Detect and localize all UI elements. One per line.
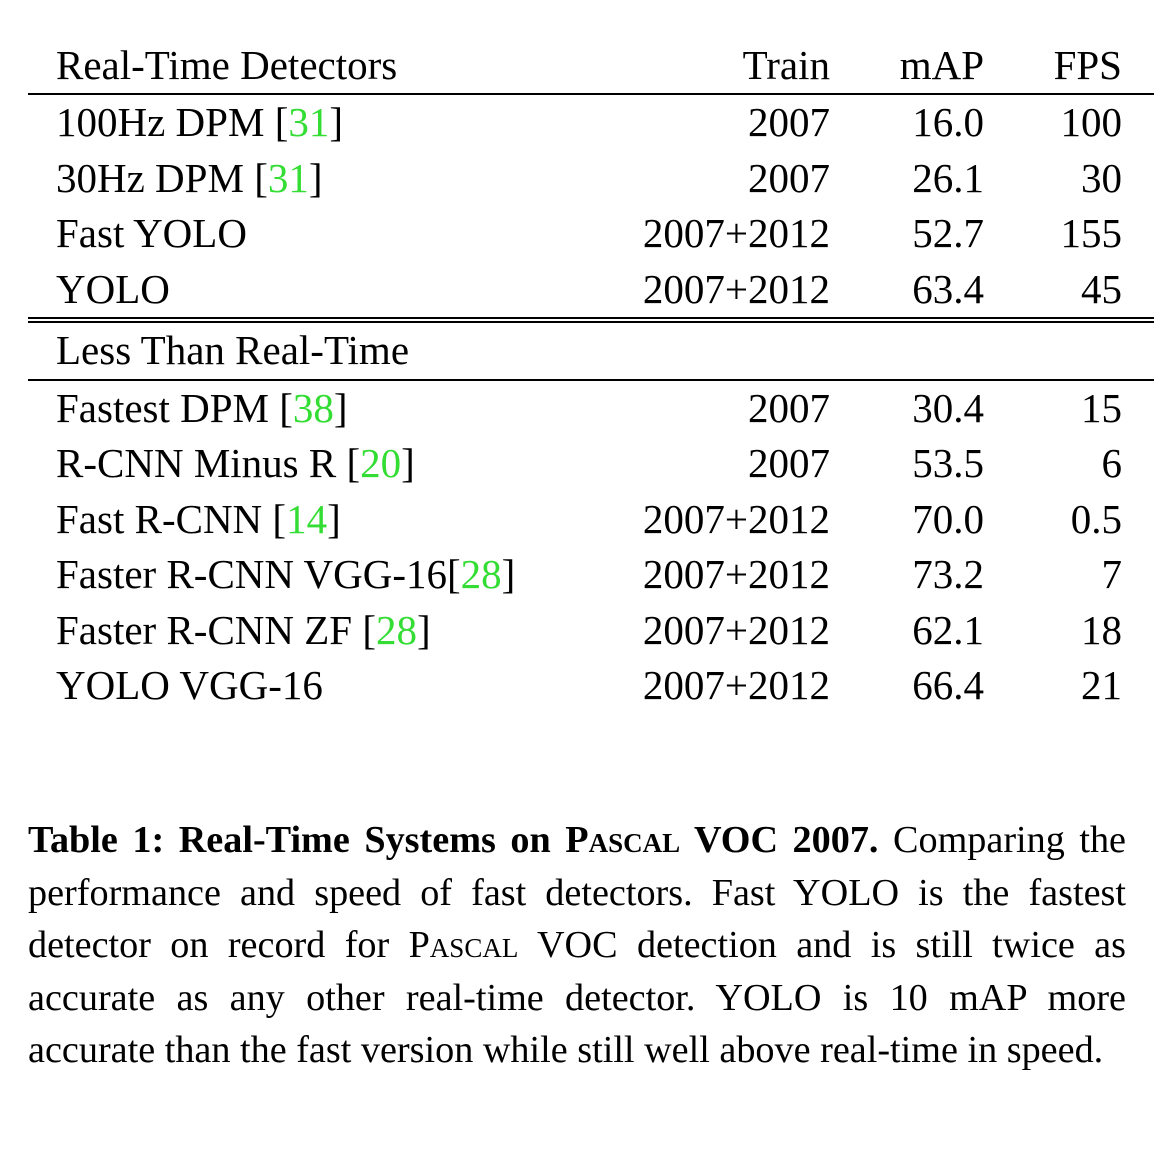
citation-link[interactable]: 14 <box>286 495 328 542</box>
header-train: Train <box>742 42 830 88</box>
table-row: Fast R-CNN [14] 2007+2012 70.0 0.5 <box>28 492 1154 548</box>
method-cell: Faster R-CNN VGG-16[28] <box>56 551 516 598</box>
caption-body-2: VOC detection and is still twice as accu… <box>28 924 1126 1071</box>
method-cell: Faster R-CNN ZF [28] <box>56 606 431 653</box>
train-cell: 2007 <box>600 378 844 436</box>
map-cell: 73.2 <box>912 551 984 598</box>
method-cell: Fast YOLO <box>28 206 600 262</box>
method-name: 100Hz DPM <box>56 99 265 146</box>
header-method: Real-Time Detectors <box>56 42 398 88</box>
citation-link[interactable]: 20 <box>360 440 402 487</box>
caption-title-post: VOC 2007. <box>680 819 879 861</box>
method-cell: Fast R-CNN [14] <box>56 495 341 542</box>
method-name: YOLO VGG-16 <box>56 662 323 709</box>
map-cell: 62.1 <box>912 606 984 653</box>
table-row: Fast YOLO 2007+2012 52.7 155 <box>28 206 1154 262</box>
map-cell: 16.0 <box>844 93 998 151</box>
method-cell: 100Hz DPM [31] <box>28 93 600 151</box>
method-cell: YOLO VGG-16 <box>28 658 600 714</box>
map-cell: 26.1 <box>912 154 984 201</box>
map-cell: 66.4 <box>912 662 984 709</box>
method-name: Fast R-CNN <box>56 495 263 542</box>
section-label: Less Than Real-Time <box>28 317 1154 380</box>
map-cell: 63.4 <box>912 265 984 312</box>
caption-title-pascal: Pascal <box>565 819 681 861</box>
citation-link[interactable]: 31 <box>288 99 330 146</box>
table-row: Faster R-CNN VGG-16[28] 2007+2012 73.2 7 <box>28 547 1154 603</box>
fps-cell: 155 <box>1060 210 1123 257</box>
method-cell: Fastest DPM [38] <box>28 378 600 436</box>
train-cell: 2007+2012 <box>642 662 830 709</box>
map-cell: 52.7 <box>912 210 984 257</box>
table-row: R-CNN Minus R [20] 2007 53.5 6 <box>28 436 1154 492</box>
caption-body-1: Comparing the performance and speed of f… <box>28 819 1127 966</box>
section-header-row: Less Than Real-Time <box>28 317 1154 380</box>
header-fps: FPS <box>1053 42 1122 88</box>
train-cell: 2007+2012 <box>642 495 830 542</box>
results-table-body: Real-Time Detectors Train mAP FPS 100Hz … <box>28 38 1154 714</box>
fps-cell: 18 <box>1081 606 1122 653</box>
caption-title: Real-Time Systems on Pascal VOC 2007. <box>179 819 879 861</box>
table-header-row: Real-Time Detectors Train mAP FPS <box>28 38 1154 94</box>
fps-cell: 7 <box>1101 551 1123 598</box>
map-cell: 53.5 <box>912 440 984 487</box>
fps-cell: 100 <box>998 93 1154 151</box>
train-cell: 2007+2012 <box>642 551 830 598</box>
method-cell: 30Hz DPM [31] <box>56 154 323 201</box>
table-row: Faster R-CNN ZF [28] 2007+2012 62.1 18 <box>28 603 1154 659</box>
fps-cell: 15 <box>998 378 1154 436</box>
map-cell: 30.4 <box>844 378 998 436</box>
fps-cell: 0.5 <box>1070 495 1122 542</box>
fps-cell: 21 <box>1081 662 1122 709</box>
table-row: 30Hz DPM [31] 2007 26.1 30 <box>28 151 1154 207</box>
citation-link[interactable]: 28 <box>376 606 418 653</box>
citation-link[interactable]: 28 <box>460 551 502 598</box>
map-cell: 70.0 <box>912 495 984 542</box>
fps-cell: 6 <box>1101 440 1123 487</box>
citation-link[interactable]: 31 <box>267 154 309 201</box>
method-name: Faster R-CNN ZF <box>56 606 353 653</box>
method-name: 30Hz DPM <box>56 154 244 201</box>
caption-title-pre: Real-Time Systems on <box>178 819 566 861</box>
train-cell: 2007+2012 <box>642 210 830 257</box>
caption-body-pascal: Pascal <box>408 924 519 966</box>
train-cell: 2007+2012 <box>642 606 830 653</box>
table-row: Fastest DPM [38] 2007 30.4 15 <box>28 378 1154 436</box>
table-row: 100Hz DPM [31] 2007 16.0 100 <box>28 93 1154 151</box>
table-caption: Table 1: Real-Time Systems on Pascal VOC… <box>28 814 1126 1077</box>
table-row: YOLO VGG-16 2007+2012 66.4 21 <box>28 658 1154 714</box>
table-row: YOLO 2007+2012 63.4 45 <box>28 262 1154 321</box>
train-cell: 2007+2012 <box>642 265 830 312</box>
results-table: Real-Time Detectors Train mAP FPS 100Hz … <box>28 38 1154 714</box>
method-cell: R-CNN Minus R [20] <box>56 440 415 487</box>
citation-link[interactable]: 38 <box>292 384 334 431</box>
train-cell: 2007 <box>748 154 830 201</box>
method-name: Faster R-CNN VGG-16 <box>56 551 448 598</box>
train-cell: 2007 <box>600 93 844 151</box>
fps-cell: 30 <box>1081 154 1122 201</box>
caption-label: Table 1: <box>28 819 165 861</box>
method-name: Fastest DPM <box>56 384 270 431</box>
header-map: mAP <box>899 42 984 88</box>
method-name: YOLO <box>56 265 170 312</box>
fps-cell: 45 <box>1081 265 1122 312</box>
method-name: Fast YOLO <box>56 210 247 257</box>
train-cell: 2007 <box>748 440 830 487</box>
method-name: R-CNN Minus R <box>56 440 337 487</box>
results-table-container: Real-Time Detectors Train mAP FPS 100Hz … <box>28 38 1154 714</box>
method-cell: YOLO <box>28 262 600 321</box>
